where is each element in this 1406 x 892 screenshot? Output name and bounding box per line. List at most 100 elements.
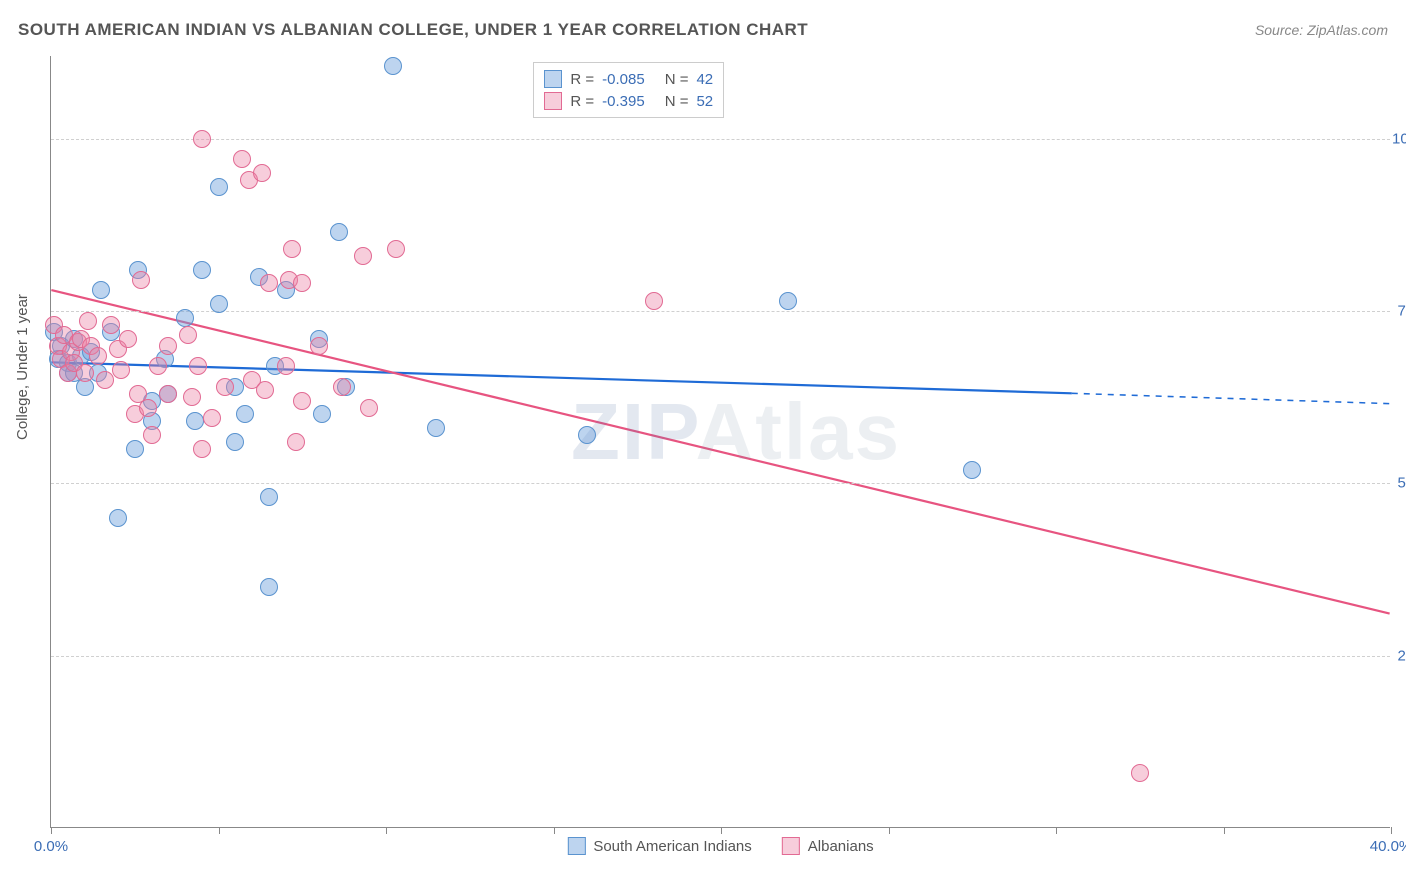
legend-series-item: Albanians: [782, 837, 874, 855]
gridline: [51, 311, 1390, 312]
legend-series-label: South American Indians: [593, 838, 751, 855]
scatter-point: [159, 385, 177, 403]
x-tick: [51, 827, 52, 834]
scatter-point: [159, 337, 177, 355]
scatter-point: [236, 405, 254, 423]
legend-correlation: R = -0.085 N = 42 R = -0.395 N = 52: [533, 62, 724, 118]
x-tick: [219, 827, 220, 834]
scatter-point: [210, 178, 228, 196]
legend-n-label: N =: [665, 71, 689, 88]
scatter-point: [193, 440, 211, 458]
scatter-point: [293, 274, 311, 292]
scatter-point: [193, 261, 211, 279]
x-tick-label: 40.0%: [1370, 838, 1406, 855]
scatter-point: [330, 223, 348, 241]
scatter-point: [79, 312, 97, 330]
scatter-point: [287, 433, 305, 451]
legend-swatch: [544, 92, 562, 110]
scatter-point: [354, 247, 372, 265]
scatter-point: [179, 326, 197, 344]
scatter-point: [427, 419, 445, 437]
scatter-point: [96, 371, 114, 389]
y-axis-label: College, Under 1 year: [14, 294, 31, 440]
source-attribution: Source: ZipAtlas.com: [1255, 22, 1388, 38]
legend-series-label: Albanians: [808, 838, 874, 855]
scatter-point: [293, 392, 311, 410]
scatter-point: [203, 409, 221, 427]
x-tick-label: 0.0%: [34, 838, 68, 855]
legend-swatch: [544, 70, 562, 88]
x-tick: [1056, 827, 1057, 834]
scatter-point: [260, 488, 278, 506]
gridline: [51, 656, 1390, 657]
chart-title: SOUTH AMERICAN INDIAN VS ALBANIAN COLLEG…: [18, 20, 808, 40]
scatter-point: [578, 426, 596, 444]
scatter-point: [233, 150, 251, 168]
scatter-point: [143, 426, 161, 444]
scatter-point: [253, 164, 271, 182]
legend-row: R = -0.395 N = 52: [544, 90, 713, 112]
scatter-point: [283, 240, 301, 258]
scatter-point: [963, 461, 981, 479]
scatter-point: [149, 357, 167, 375]
scatter-point: [210, 295, 228, 313]
legend-r-label: R =: [570, 71, 594, 88]
scatter-point: [112, 361, 130, 379]
legend-series: South American Indians Albanians: [567, 837, 873, 855]
scatter-point: [645, 292, 663, 310]
scatter-point: [183, 388, 201, 406]
scatter-point: [89, 347, 107, 365]
scatter-point: [193, 130, 211, 148]
scatter-point: [139, 399, 157, 417]
scatter-point: [387, 240, 405, 258]
scatter-point: [226, 433, 244, 451]
trend-line: [51, 290, 1389, 614]
scatter-point: [256, 381, 274, 399]
legend-n-value: 42: [696, 71, 713, 88]
gridline: [51, 483, 1390, 484]
scatter-point: [260, 578, 278, 596]
scatter-point: [333, 378, 351, 396]
legend-n-value: 52: [696, 93, 713, 110]
legend-r-value: -0.395: [602, 93, 645, 110]
scatter-point: [1131, 764, 1149, 782]
scatter-point: [189, 357, 207, 375]
x-tick: [889, 827, 890, 834]
scatter-point: [216, 378, 234, 396]
legend-swatch: [567, 837, 585, 855]
scatter-point: [132, 271, 150, 289]
gridline: [51, 139, 1390, 140]
legend-r-value: -0.085: [602, 71, 645, 88]
scatter-point: [384, 57, 402, 75]
x-tick: [554, 827, 555, 834]
scatter-point: [360, 399, 378, 417]
scatter-point: [186, 412, 204, 430]
watermark: ZIPAtlas: [571, 386, 901, 478]
legend-n-label: N =: [665, 93, 689, 110]
legend-series-item: South American Indians: [567, 837, 751, 855]
x-tick: [1224, 827, 1225, 834]
scatter-point: [76, 364, 94, 382]
x-tick: [1391, 827, 1392, 834]
scatter-point: [779, 292, 797, 310]
scatter-point: [109, 509, 127, 527]
x-tick: [721, 827, 722, 834]
scatter-point: [119, 330, 137, 348]
legend-r-label: R =: [570, 93, 594, 110]
y-tick-label: 50.0%: [1392, 475, 1406, 492]
y-tick-label: 100.0%: [1392, 130, 1406, 147]
x-tick: [386, 827, 387, 834]
scatter-point: [92, 281, 110, 299]
plot-area: ZIPAtlas R = -0.085 N = 42 R = -0.395 N = 5…: [50, 56, 1390, 828]
scatter-point: [176, 309, 194, 327]
legend-swatch: [782, 837, 800, 855]
y-tick-label: 25.0%: [1392, 647, 1406, 664]
scatter-point: [313, 405, 331, 423]
scatter-point: [126, 440, 144, 458]
legend-row: R = -0.085 N = 42: [544, 68, 713, 90]
scatter-point: [277, 357, 295, 375]
trend-line-extrapolated: [1072, 393, 1390, 403]
scatter-point: [260, 274, 278, 292]
y-tick-label: 75.0%: [1392, 303, 1406, 320]
scatter-point: [102, 316, 120, 334]
